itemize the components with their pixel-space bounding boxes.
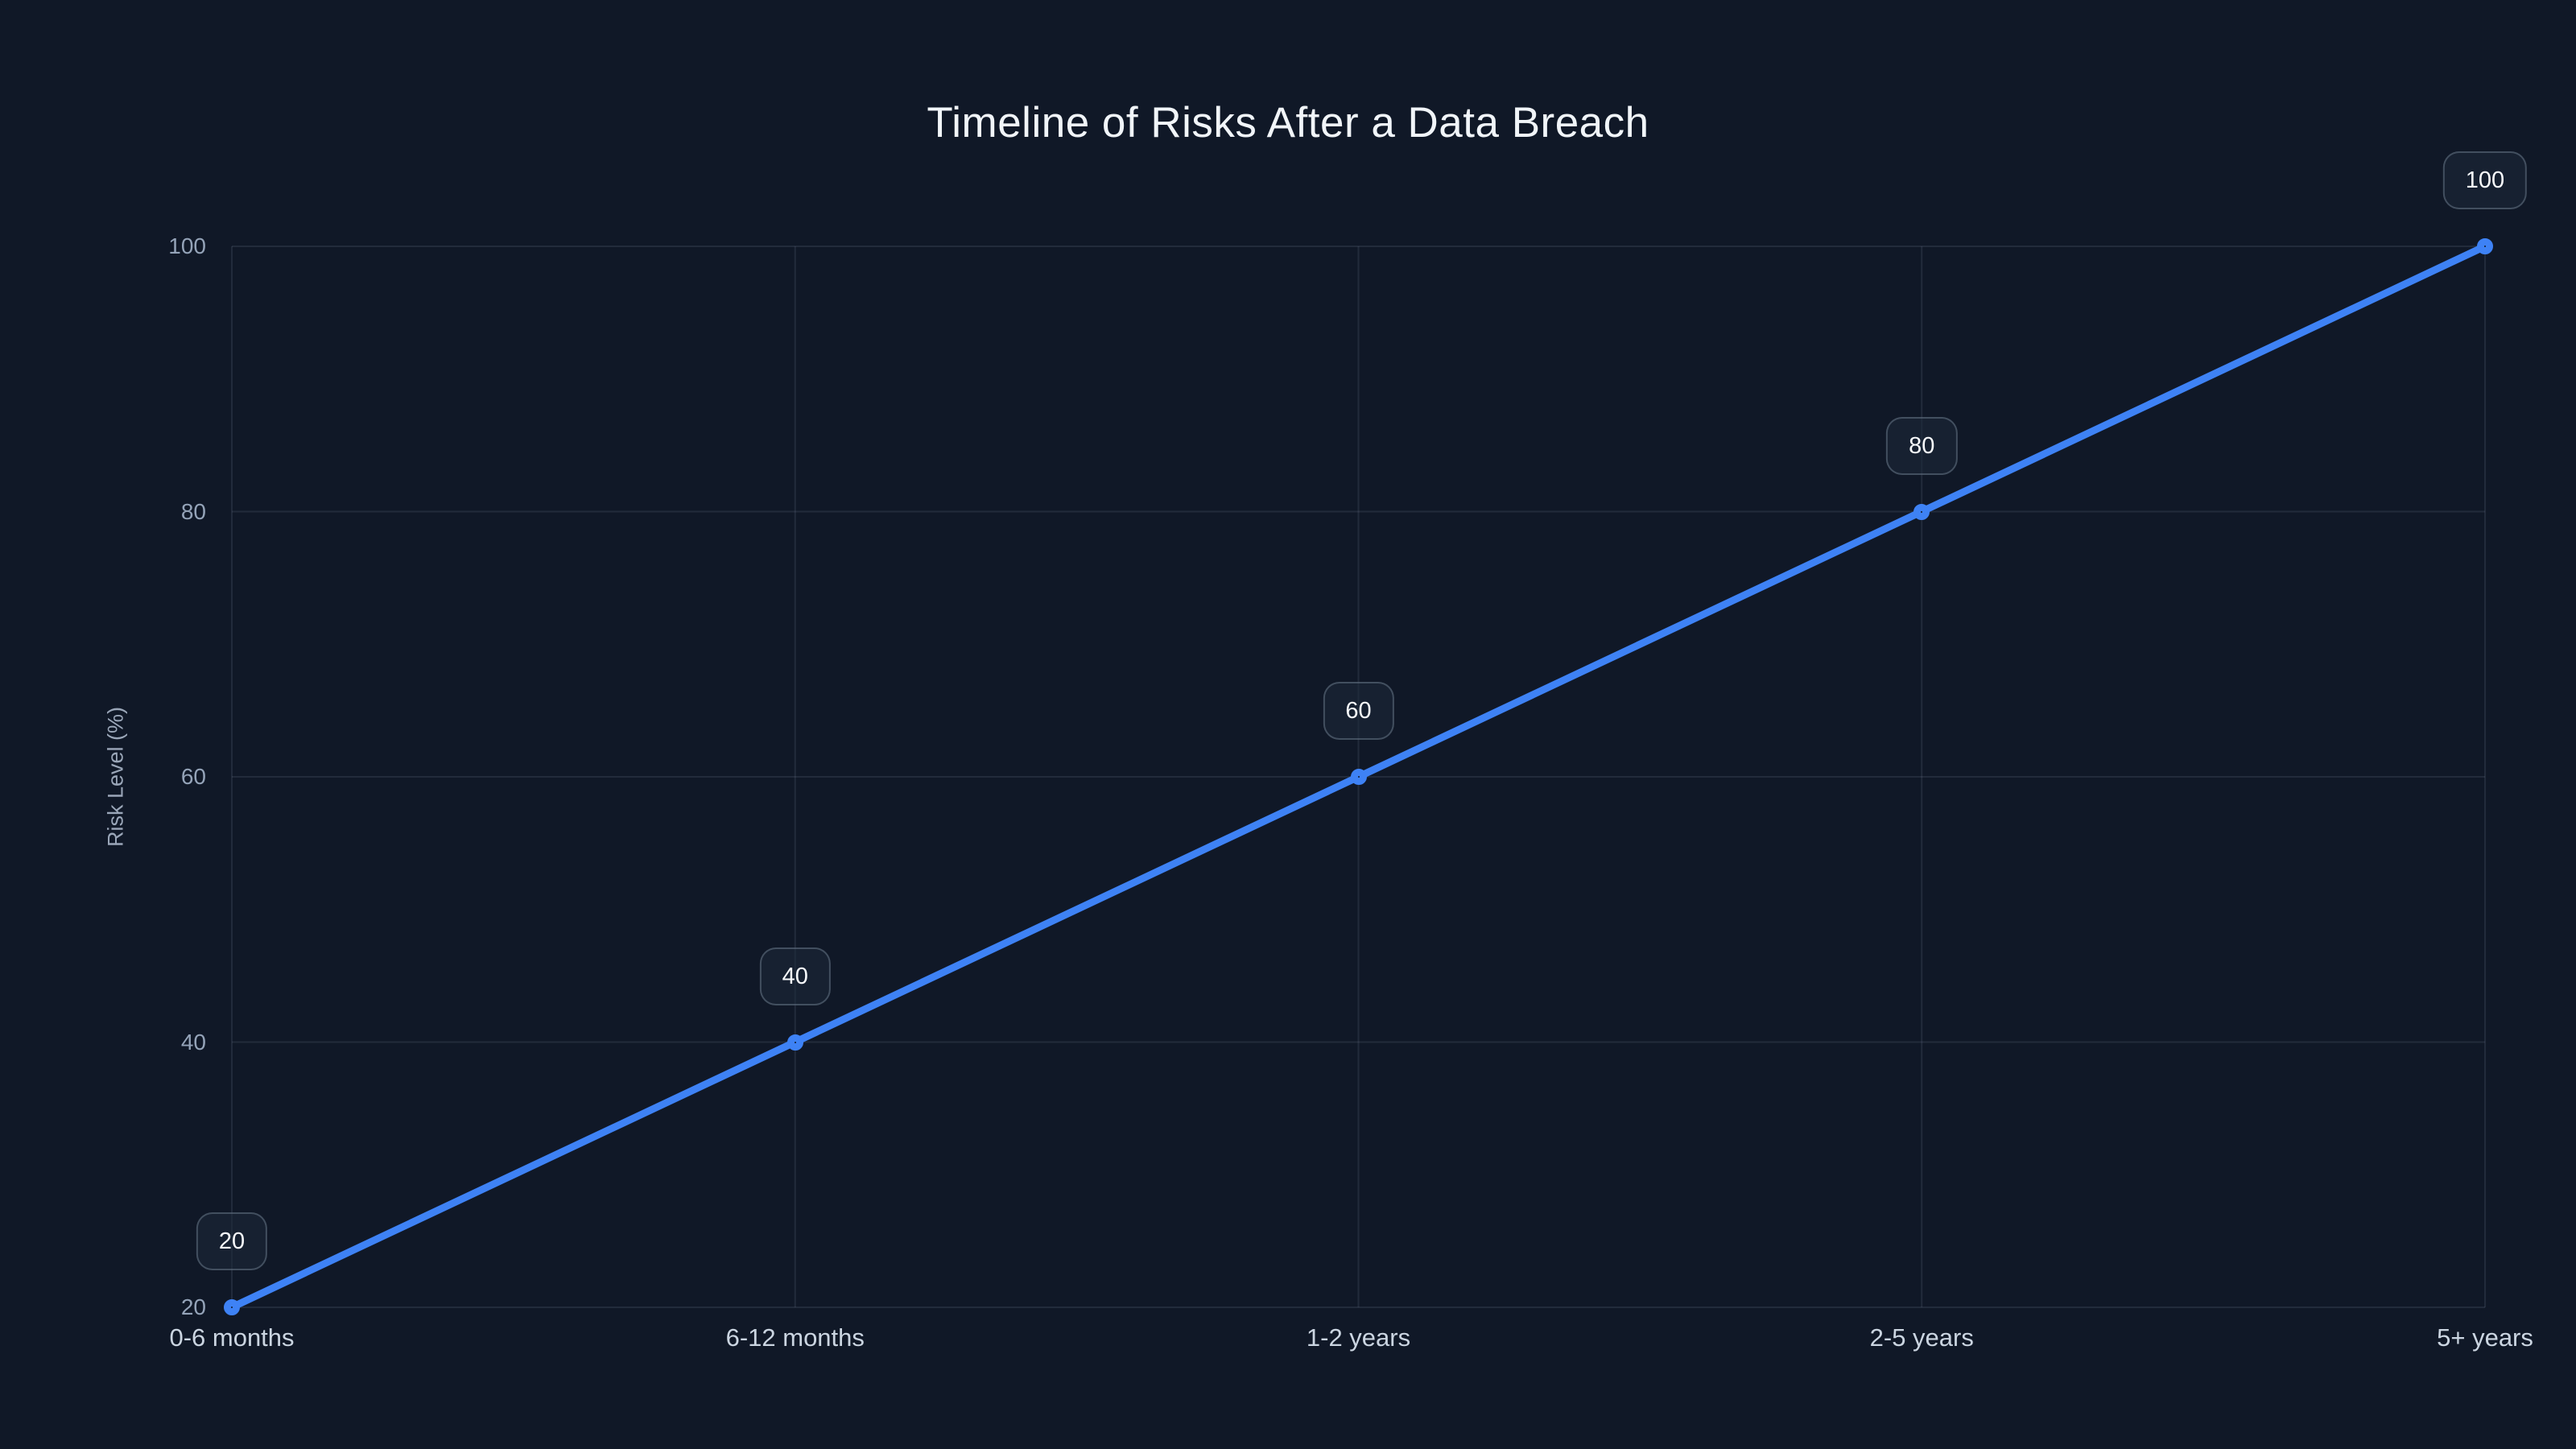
point-value-label: 60 <box>1323 682 1394 740</box>
data-point-marker[interactable] <box>1913 503 1930 520</box>
x-axis-tick-label: 6-12 months <box>725 1323 865 1352</box>
x-axis-tick-label: 2-5 years <box>1869 1323 1974 1352</box>
data-point-marker[interactable] <box>224 1299 240 1315</box>
point-value-label: 80 <box>1886 416 1958 475</box>
y-axis-tick-label: 100 <box>168 233 206 258</box>
x-axis-tick-label: 5+ years <box>2437 1323 2533 1352</box>
x-axis-tick-label: 0-6 months <box>169 1323 295 1352</box>
data-point-marker[interactable] <box>2477 238 2493 254</box>
point-value-label: 100 <box>2442 151 2528 209</box>
chart-title: Timeline of Risks After a Data Breach <box>927 99 1649 147</box>
x-axis-tick-label: 1-2 years <box>1306 1323 1411 1352</box>
data-point-marker[interactable] <box>1350 769 1367 785</box>
point-value-label: 20 <box>196 1212 268 1270</box>
y-axis-tick-label: 80 <box>180 498 206 524</box>
y-axis-tick-label: 40 <box>180 1029 206 1055</box>
y-axis-tick-label: 20 <box>180 1294 206 1319</box>
point-value-label: 40 <box>759 947 831 1005</box>
y-axis-tick-label: 60 <box>180 764 206 789</box>
data-point-marker[interactable] <box>786 1034 803 1051</box>
